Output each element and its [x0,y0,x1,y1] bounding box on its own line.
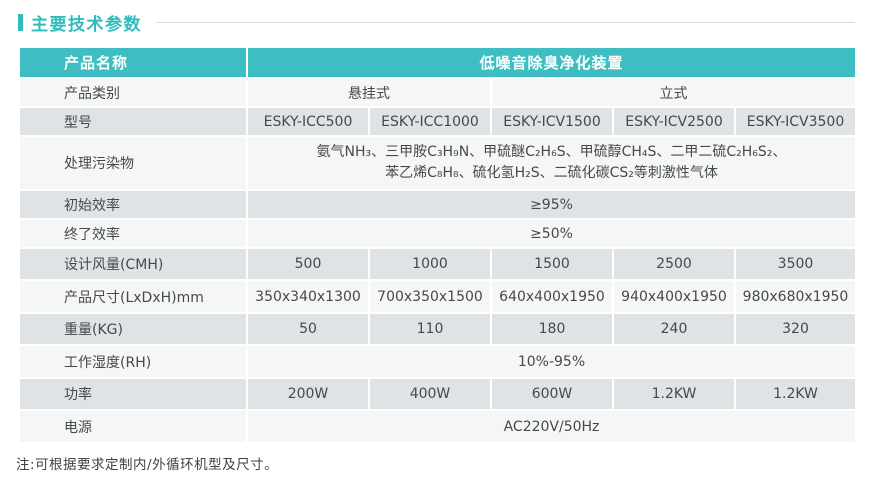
initial-efficiency-label: 初始效率 [18,189,248,220]
dimensions-cell-1: 350x340x1300 [246,279,370,314]
category-vertical-cell: 立式 [490,77,857,108]
row-category: 产品类别 悬挂式 立式 [18,77,857,108]
category-hanging-cell: 悬挂式 [246,77,492,108]
pollutants-line-1: 氨气NH₃、三甲胺C₃H₉N、甲硫醚C₂H₆S、甲硫醇CH₄S、二甲二硫C₂H₆… [316,144,787,160]
model-cell-4: ESKY-ICV2500 [612,106,736,137]
airflow-cell-2: 1000 [368,247,492,281]
header-product-name: 产品名称 [18,46,248,79]
weight-cell-1: 50 [246,312,370,346]
weight-cell-3: 180 [490,312,614,346]
category-label: 产品类别 [18,77,248,108]
title-accent-bar [18,13,23,31]
airflow-cell-3: 1500 [490,247,614,281]
weight-cell-5: 320 [734,312,857,346]
initial-efficiency-cell: ≥95% [246,189,857,220]
section-title-row: 主要技术参数 [0,0,869,35]
row-dimensions: 产品尺寸(LxDxH)mm 350x340x1300 700x350x1500 … [18,279,857,314]
pollutants-line-2: 苯乙烯C₈H₈、硫化氢H₂S、二硫化碳CS₂等刺激性气体 [385,165,718,181]
pollutants-label: 处理污染物 [18,135,248,191]
dimensions-cell-3: 640x400x1950 [490,279,614,314]
airflow-label: 设计风量(CMH) [18,247,248,281]
row-initial-efficiency: 初始效率 ≥95% [18,189,857,220]
power-cell-2: 400W [368,377,492,411]
title-divider-line [156,21,855,23]
row-weight: 重量(KG) 50 110 180 240 320 [18,312,857,346]
row-humidity: 工作湿度(RH) 10%-95% [18,344,857,379]
row-pollutants: 处理污染物 氨气NH₃、三甲胺C₃H₉N、甲硫醚C₂H₆S、甲硫醇CH₄S、二甲… [18,135,857,191]
airflow-cell-4: 2500 [612,247,736,281]
row-model: 型号 ESKY-ICC500 ESKY-ICC1000 ESKY-ICV1500… [18,106,857,137]
airflow-cell-5: 3500 [734,247,857,281]
dimensions-label: 产品尺寸(LxDxH)mm [18,279,248,314]
pollutants-cell: 氨气NH₃、三甲胺C₃H₉N、甲硫醚C₂H₆S、甲硫醇CH₄S、二甲二硫C₂H₆… [246,135,857,191]
model-cell-2: ESKY-ICC1000 [368,106,492,137]
airflow-cell-1: 500 [246,247,370,281]
row-airflow: 设计风量(CMH) 500 1000 1500 2500 3500 [18,247,857,281]
final-efficiency-cell: ≥50% [246,218,857,249]
power-cell-1: 200W [246,377,370,411]
power-cell-4: 1.2KW [612,377,736,411]
model-cell-3: ESKY-ICV1500 [490,106,614,137]
dimensions-cell-4: 940x400x1950 [612,279,736,314]
power-cell-3: 600W [490,377,614,411]
power-cell-5: 1.2KW [734,377,857,411]
header-product-title: 低噪音除臭净化装置 [246,46,857,79]
weight-cell-4: 240 [612,312,736,346]
page-title: 主要技术参数 [31,14,142,35]
spec-table: 产品名称 低噪音除臭净化装置 产品类别 悬挂式 立式 型号 ESKY-ICC50… [18,46,857,444]
row-final-efficiency: 终了效率 ≥50% [18,218,857,249]
footnote: 注:可根据要求定制内/外循环机型及尺寸。 [16,457,279,473]
weight-cell-2: 110 [368,312,492,346]
weight-label: 重量(KG) [18,312,248,346]
humidity-label: 工作湿度(RH) [18,344,248,379]
humidity-cell: 10%-95% [246,344,857,379]
model-cell-1: ESKY-ICC500 [246,106,370,137]
final-efficiency-label: 终了效率 [18,218,248,249]
supply-label: 电源 [18,409,248,444]
table-header-row: 产品名称 低噪音除臭净化装置 [18,46,857,79]
supply-cell: AC220V/50Hz [246,409,857,444]
row-power: 功率 200W 400W 600W 1.2KW 1.2KW [18,377,857,411]
dimensions-cell-2: 700x350x1500 [368,279,492,314]
dimensions-cell-5: 980x680x1950 [734,279,857,314]
model-label: 型号 [18,106,248,137]
row-supply: 电源 AC220V/50Hz [18,409,857,444]
model-cell-5: ESKY-ICV3500 [734,106,857,137]
power-label: 功率 [18,377,248,411]
